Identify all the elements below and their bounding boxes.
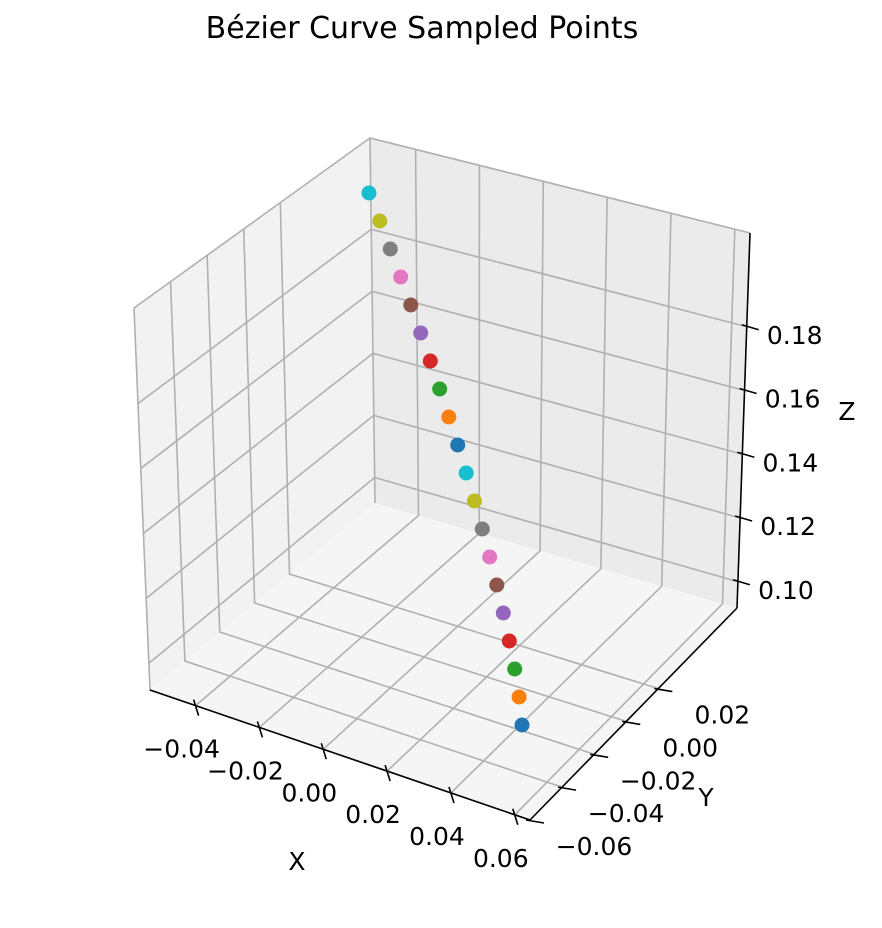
x-tick-label: 0.02 xyxy=(345,800,401,829)
z-gridline xyxy=(145,414,741,599)
y-tick-mark xyxy=(525,819,545,824)
scatter-point xyxy=(441,409,457,425)
z-tick-mark xyxy=(737,451,755,459)
scatter-point xyxy=(361,185,377,201)
scatter-point xyxy=(450,437,466,453)
x-tick-label: 0.06 xyxy=(473,844,529,873)
x-tick-mark xyxy=(320,743,328,760)
scatter-point xyxy=(495,605,511,621)
scatter-point xyxy=(514,717,530,733)
y-tick-label: −0.06 xyxy=(556,832,633,861)
x-tick-mark xyxy=(384,764,391,782)
z-axis-line xyxy=(736,232,751,609)
scatter-point xyxy=(501,633,517,649)
y-gridline xyxy=(242,228,627,723)
x-axis-line xyxy=(149,689,531,821)
x-tick-mark xyxy=(192,699,200,716)
x-tick-label: −0.04 xyxy=(143,735,220,764)
y-axis-label: Y xyxy=(697,783,714,812)
scatter-point xyxy=(422,353,438,369)
z-tick-mark xyxy=(732,578,751,586)
scatter-point xyxy=(413,325,429,341)
y-tick-mark xyxy=(590,753,609,759)
z-gridline xyxy=(142,352,743,535)
scatter-point xyxy=(482,549,498,565)
x-axis-label: X xyxy=(288,847,305,876)
y-tick-label: 0.02 xyxy=(695,701,751,730)
x-gridline xyxy=(195,149,420,707)
back-left-pane xyxy=(134,138,375,690)
scatter-points xyxy=(361,185,530,733)
z-tick-mark xyxy=(739,387,757,395)
z-gridline xyxy=(137,228,747,405)
x-tick-mark xyxy=(512,808,519,826)
scatter-point xyxy=(511,689,527,705)
x-gridline xyxy=(322,181,545,750)
z-gridline xyxy=(140,290,745,470)
z-tick-label: 0.10 xyxy=(758,576,814,605)
x-tick-label: −0.02 xyxy=(207,756,284,785)
y-tick-mark xyxy=(557,786,577,791)
y-gridline xyxy=(206,255,595,756)
z-tick-label: 0.16 xyxy=(765,385,821,414)
z-tick-mark xyxy=(741,323,759,331)
back-right-pane xyxy=(370,138,750,608)
chart-title: Bézier Curve Sampled Points xyxy=(206,11,639,46)
x-gridline xyxy=(386,197,608,772)
x-tick-mark xyxy=(448,786,455,804)
scatter-point xyxy=(489,577,505,593)
scatter-point xyxy=(372,213,388,229)
scatter-point xyxy=(403,297,419,313)
scatter-point xyxy=(507,661,523,677)
y-tick-label: 0.00 xyxy=(662,733,718,762)
z-tick-label: 0.14 xyxy=(762,448,818,477)
z-tick-label: 0.18 xyxy=(767,321,823,350)
y-tick-label: −0.04 xyxy=(588,799,665,828)
x-gridline xyxy=(514,229,736,816)
y-gridline xyxy=(169,281,563,788)
x-tick-label: 0.00 xyxy=(281,778,337,807)
floor-pane xyxy=(150,503,737,820)
x-tick-mark xyxy=(256,721,264,738)
axis-ticks: −0.04−0.020.000.020.040.06 −0.06−0.04−0.0… xyxy=(143,321,822,873)
scatter-point xyxy=(466,493,482,509)
z-tick-mark xyxy=(734,515,753,522)
z-gridline xyxy=(148,476,739,664)
y-tick-mark xyxy=(622,720,641,726)
z-tick-label: 0.12 xyxy=(760,512,816,541)
scatter-point xyxy=(474,521,490,537)
x-tick-label: 0.04 xyxy=(409,822,465,851)
y-tick-mark xyxy=(654,687,673,693)
scatter-point xyxy=(458,465,474,481)
scatter-point xyxy=(393,269,409,285)
z-axis-label: Z xyxy=(838,397,855,426)
y-gridline xyxy=(279,202,659,690)
y-axis-line xyxy=(529,607,738,821)
y-tick-label: −0.02 xyxy=(620,766,697,795)
scatter-point xyxy=(382,241,398,257)
scatter-point xyxy=(432,381,448,397)
